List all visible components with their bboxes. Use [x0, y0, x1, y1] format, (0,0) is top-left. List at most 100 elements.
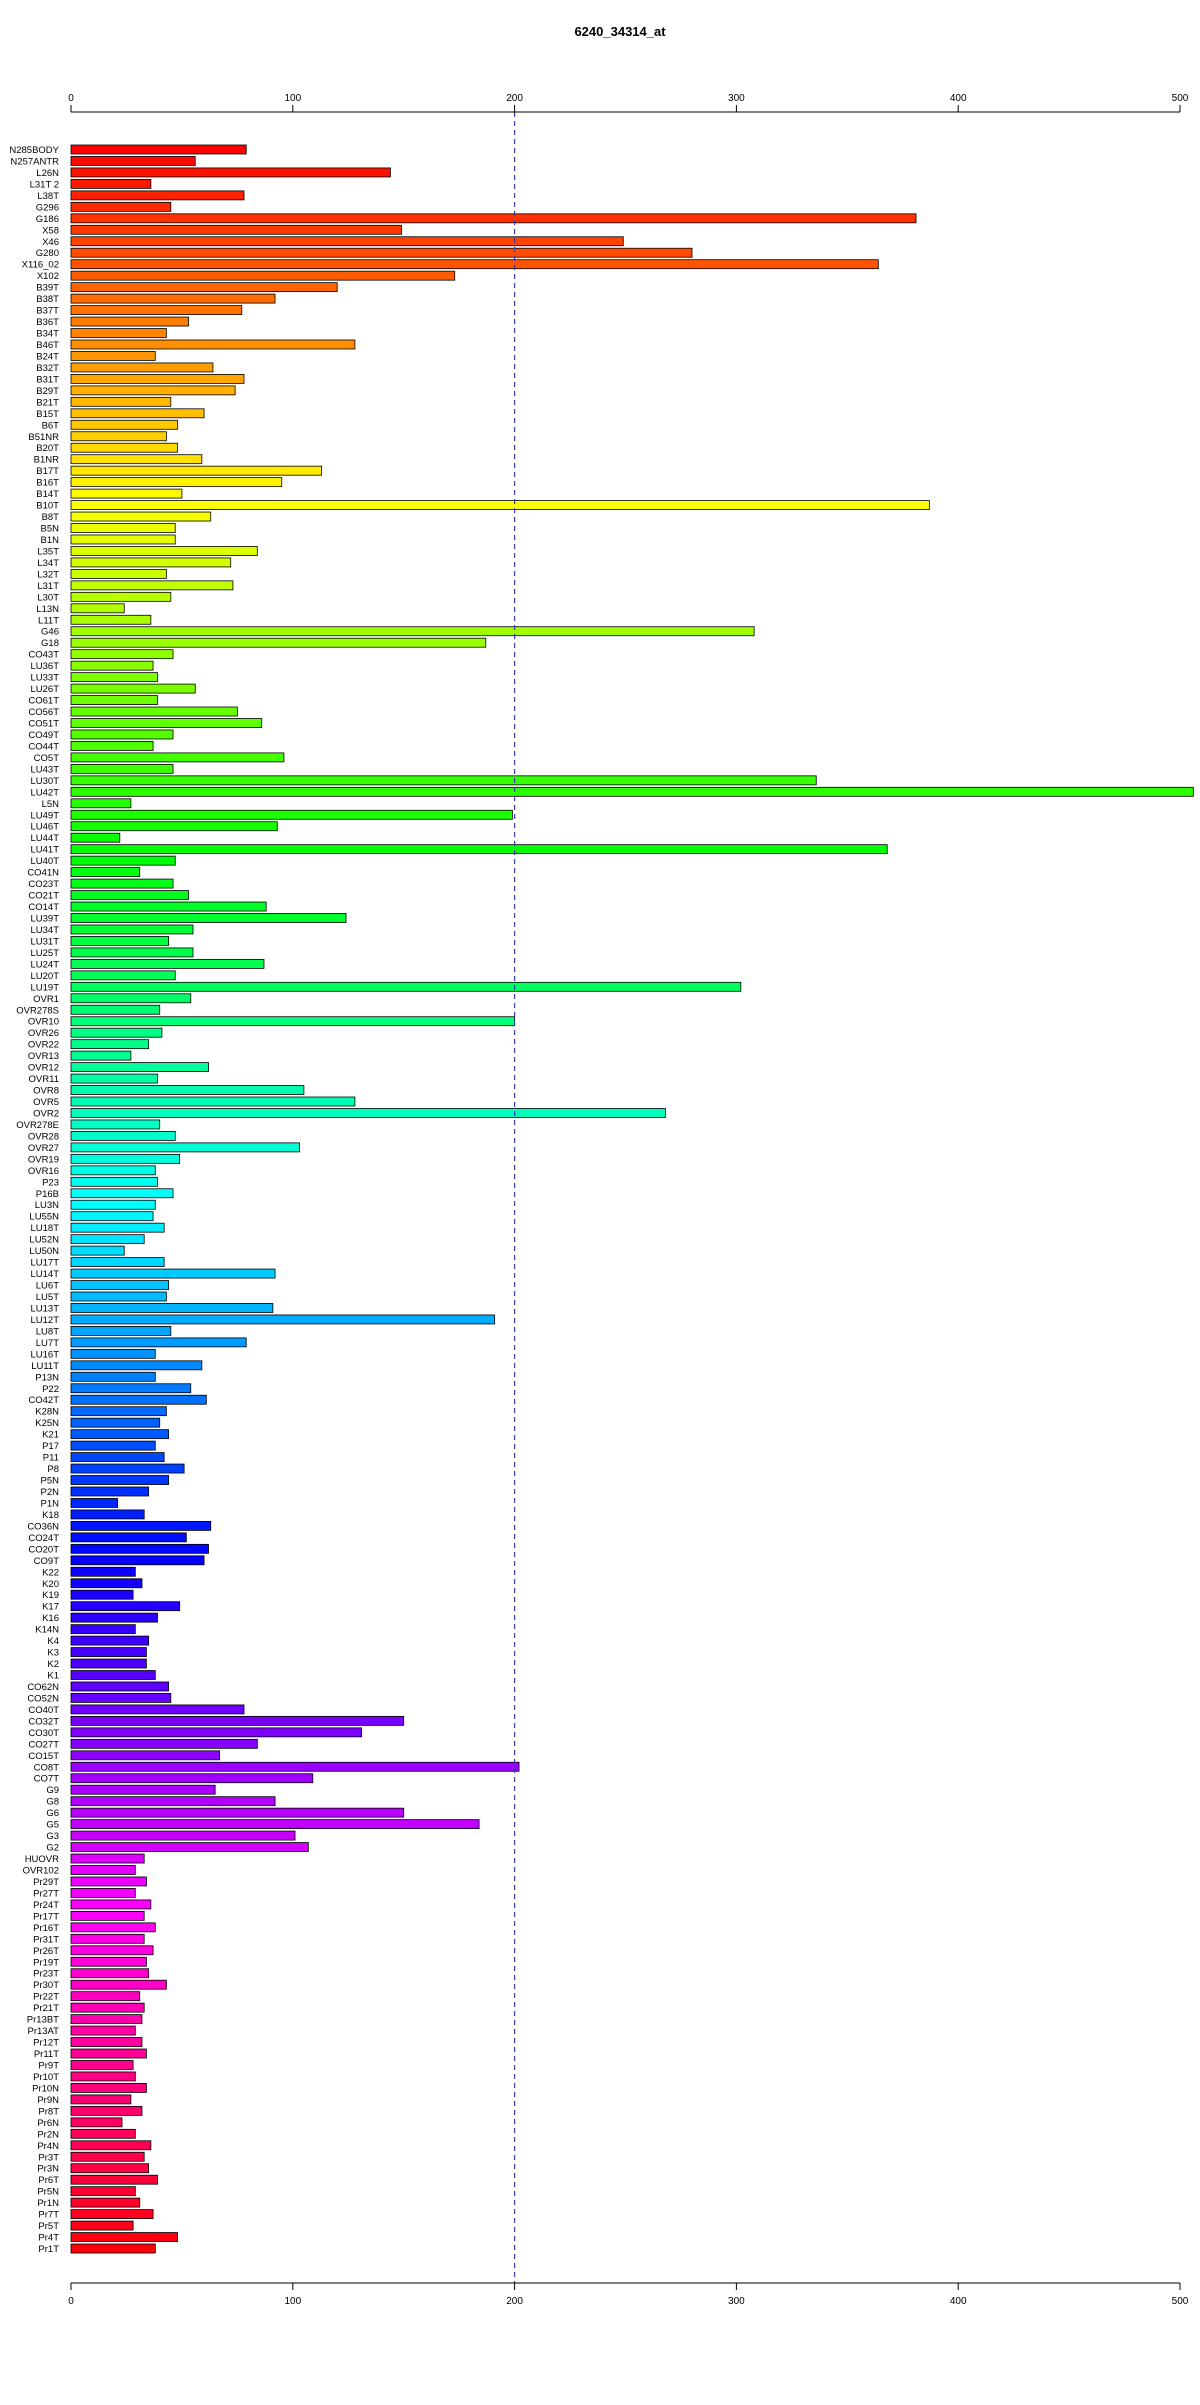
- bar: [70, 2002, 145, 2013]
- category-label: X58: [42, 225, 59, 236]
- bar: [70, 1108, 666, 1118]
- bar: [70, 2014, 143, 2025]
- x-tick-label-bottom: 100: [284, 2296, 301, 2307]
- category-label: Pr13BT: [27, 2015, 59, 2026]
- bar: [70, 1830, 296, 1841]
- category-label: X116_02: [22, 260, 59, 271]
- category-label: B34T: [36, 329, 59, 340]
- bar: [70, 2243, 156, 2254]
- category-label: P2N: [41, 1487, 60, 1498]
- category-label: B24T: [36, 351, 59, 362]
- category-label: LU55N: [29, 1212, 59, 1223]
- bar: [70, 1257, 165, 1267]
- x-tick-label-top: 200: [506, 93, 523, 104]
- x-tick-label-bottom: 500: [1172, 2296, 1189, 2307]
- category-label: B20T: [36, 443, 59, 454]
- category-label: K14N: [35, 1625, 59, 1636]
- bar: [70, 511, 212, 522]
- bar: [70, 741, 154, 751]
- bar: [70, 1096, 356, 1107]
- bar: [70, 1658, 147, 1669]
- bar: [70, 419, 178, 430]
- category-label: Pr31T: [33, 1934, 59, 1945]
- category-label: P22: [42, 1384, 59, 1395]
- bar: [70, 156, 196, 166]
- bar: [70, 1956, 147, 1967]
- category-label: LU34T: [30, 925, 59, 936]
- category-label: LU8T: [36, 1326, 59, 1337]
- category-label: LU52N: [29, 1235, 59, 1246]
- bar: [70, 706, 238, 717]
- category-label: K22: [42, 1567, 59, 1578]
- bar: [70, 1796, 276, 1807]
- bar: [70, 1601, 181, 1612]
- category-label: B51NR: [28, 432, 59, 443]
- category-label: LU24T: [30, 959, 59, 970]
- category-label: LU16T: [30, 1349, 59, 1360]
- bar: [70, 2220, 134, 2231]
- bar: [70, 1222, 165, 1233]
- category-label: CO32T: [28, 1716, 59, 1727]
- chart-title: 6240_34314_at: [574, 24, 666, 39]
- category-label: OVR12: [28, 1063, 59, 1074]
- category-label: LU33T: [30, 673, 59, 684]
- bar: [70, 1773, 314, 1784]
- category-label: Pr24T: [33, 1900, 59, 1911]
- category-label: Pr5T: [38, 2221, 59, 2232]
- category-label: L38T: [37, 191, 59, 202]
- category-label: L13N: [36, 604, 59, 615]
- category-label: Pr4N: [37, 2141, 59, 2152]
- bar: [70, 958, 265, 969]
- category-label: G5: [46, 1820, 59, 1831]
- bar: [70, 763, 174, 774]
- bar: [70, 809, 513, 820]
- bar: [70, 488, 183, 499]
- category-label: CO62N: [27, 1682, 59, 1693]
- category-label: K18: [42, 1510, 59, 1521]
- bar: [70, 1555, 205, 1566]
- category-label: LU12T: [30, 1315, 59, 1326]
- bar: [70, 1578, 143, 1589]
- bar: [70, 2105, 143, 2116]
- category-label: CO42T: [28, 1395, 59, 1406]
- category-label: HUOVR: [25, 1854, 59, 1865]
- category-label: B37T: [36, 306, 59, 317]
- category-label: Pr1N: [37, 2198, 59, 2209]
- category-label: CO30T: [28, 1728, 59, 1739]
- bar: [70, 2151, 145, 2162]
- category-label: Pr3T: [38, 2152, 59, 2163]
- category-label: CO5T: [34, 753, 60, 764]
- bar: [70, 339, 356, 350]
- bar: [70, 351, 156, 361]
- category-label: B16T: [36, 478, 59, 489]
- bar: [70, 855, 176, 866]
- category-label: CO52N: [27, 1693, 59, 1704]
- bar: [70, 970, 176, 981]
- category-label: K16: [42, 1613, 59, 1624]
- bar: [70, 1475, 169, 1485]
- category-label: Pr3N: [37, 2164, 59, 2175]
- bar: [70, 1280, 169, 1290]
- category-label: G8: [46, 1797, 59, 1808]
- bar: [70, 878, 174, 889]
- bar: [70, 1991, 141, 2002]
- bar: [70, 729, 174, 740]
- x-tick-label-top: 500: [1172, 93, 1189, 104]
- bar: [70, 924, 194, 935]
- bar: [70, 1922, 156, 1933]
- category-label: Pr30T: [33, 1980, 59, 1991]
- bar: [70, 1016, 516, 1027]
- bar: [70, 1819, 480, 1830]
- category-label: B32T: [36, 363, 59, 374]
- bar: [70, 2048, 147, 2059]
- bar: [70, 454, 203, 465]
- bar: [70, 936, 169, 946]
- bar: [70, 1842, 309, 1852]
- category-label: K19: [42, 1590, 59, 1601]
- bar: [70, 328, 167, 338]
- bar: [70, 236, 624, 247]
- category-label: B46T: [36, 340, 59, 351]
- category-label: LU31T: [30, 936, 59, 947]
- bar: [70, 385, 236, 396]
- category-label: CO56T: [28, 707, 59, 718]
